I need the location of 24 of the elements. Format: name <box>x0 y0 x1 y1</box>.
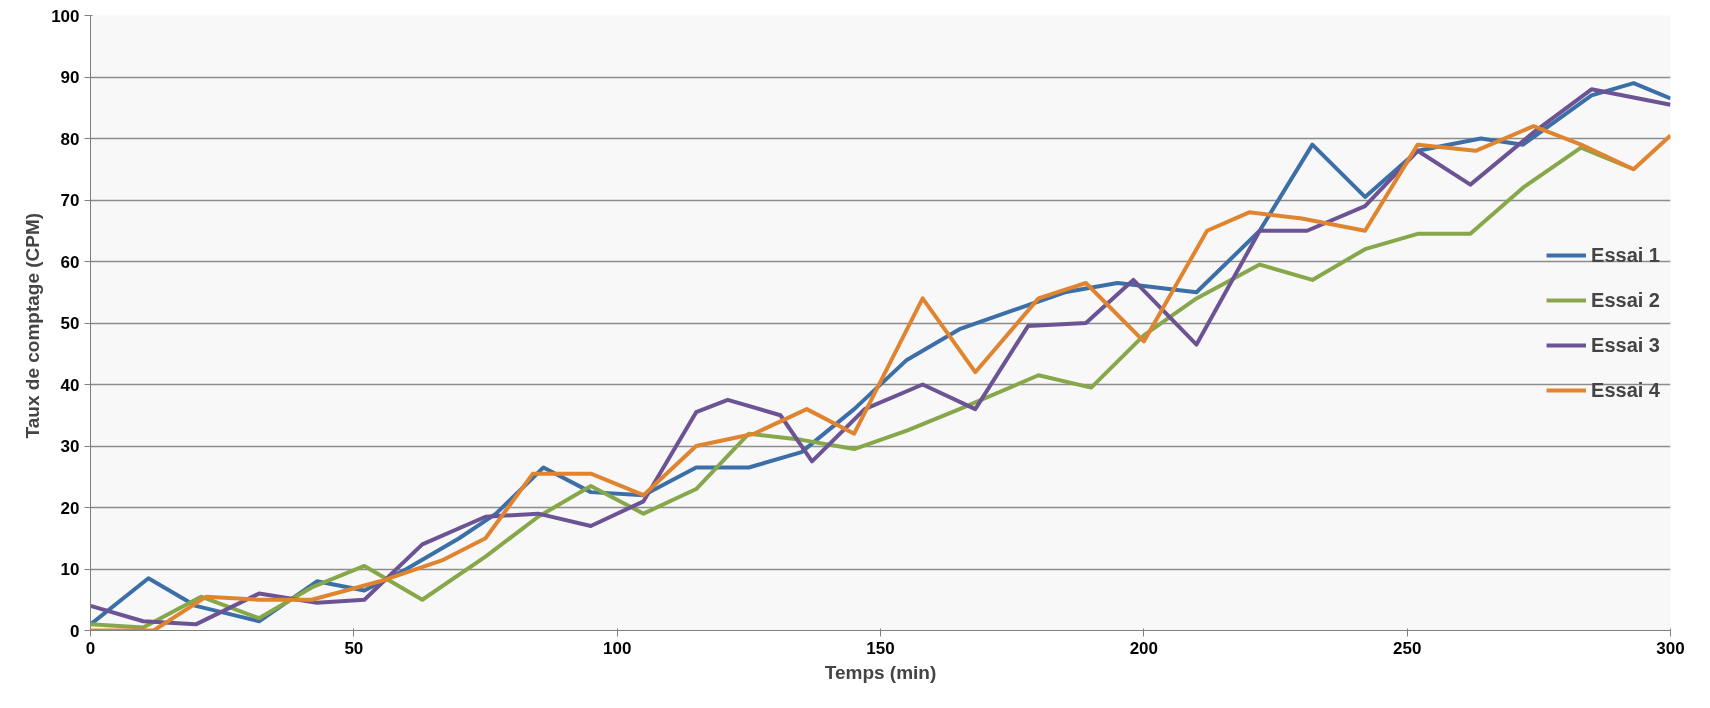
y-tick-label: 100 <box>51 6 80 26</box>
y-tick-label: 10 <box>60 560 80 579</box>
legend-label: Essai 4 <box>1591 378 1660 402</box>
y-tick-label: 90 <box>60 68 80 87</box>
x-tick-label: 250 <box>1392 638 1422 658</box>
y-tick-label: 30 <box>60 437 80 456</box>
legend-label: Essai 1 <box>1591 243 1660 267</box>
y-tick-label: 80 <box>60 129 80 149</box>
y-tick-label: 0 <box>70 621 80 641</box>
x-tick-label: 200 <box>1129 638 1159 658</box>
x-axis-title: Temps (min) <box>824 661 937 683</box>
legend-label: Essai 2 <box>1591 288 1660 312</box>
y-tick-label: 40 <box>60 375 80 395</box>
y-tick-label: 60 <box>60 252 80 272</box>
y-tick-label: 20 <box>60 498 80 518</box>
x-tick-label: 50 <box>344 638 364 658</box>
x-tick-label: 300 <box>1656 638 1685 658</box>
x-tick-label: 150 <box>866 638 895 658</box>
x-tick-label: 0 <box>85 638 96 658</box>
x-tick-label: 100 <box>602 638 632 658</box>
y-tick-label: 70 <box>60 191 80 210</box>
legend-label: Essai 3 <box>1591 333 1660 357</box>
y-tick-label: 50 <box>60 314 80 333</box>
y-axis-title: Taux de comptage (CPM) <box>22 212 44 439</box>
